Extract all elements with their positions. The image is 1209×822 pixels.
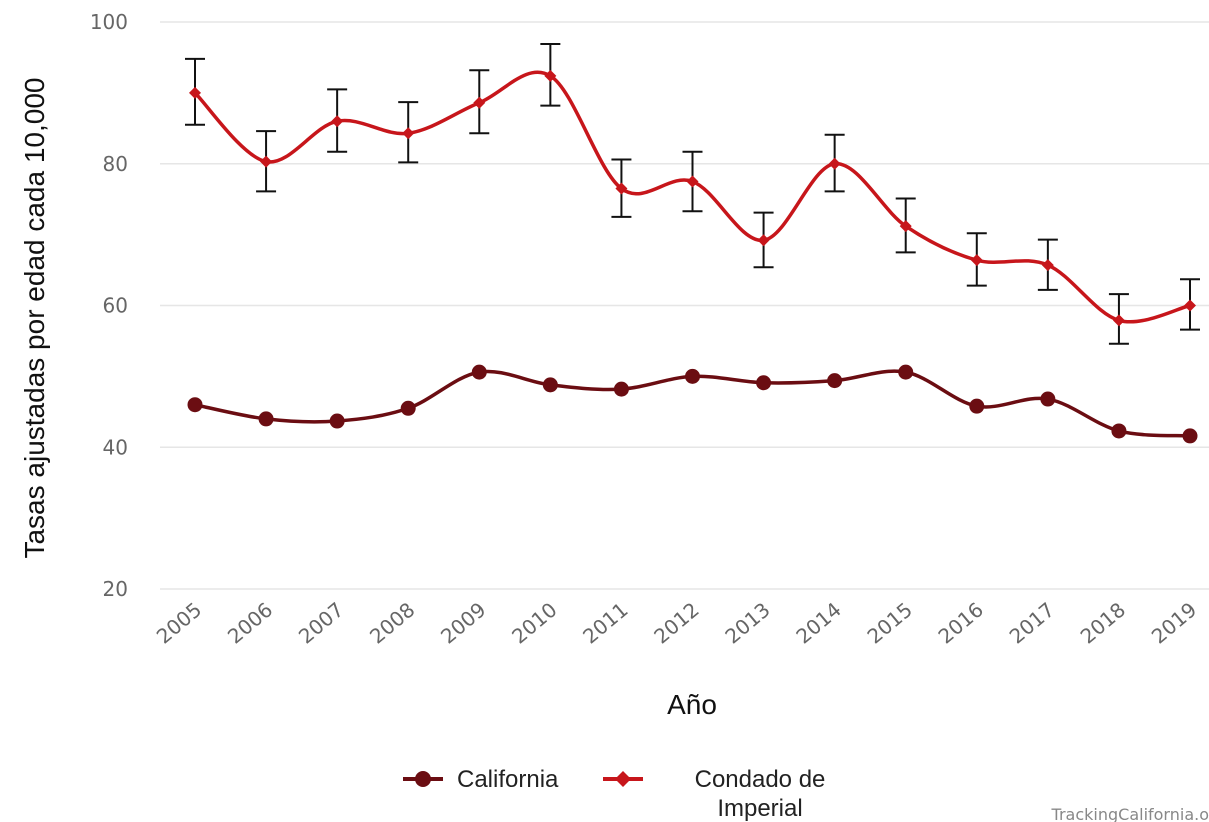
data-point-california: [898, 364, 914, 380]
legend: California Condado de Imperial: [403, 766, 825, 822]
x-tick-label: 2011: [578, 597, 632, 648]
data-point-condado-de-imperial: [1112, 314, 1125, 327]
x-tick-labels: 2005 2006 2007 2008 2009 2010 2011 2012 2013 2014…: [152, 597, 1201, 648]
data-point-california: [1040, 391, 1056, 407]
data-point-condado-de-imperial: [402, 127, 415, 140]
legend-label-california: California: [457, 766, 559, 793]
x-tick-label: 2006: [223, 597, 277, 648]
data-point-condado-de-imperial: [189, 86, 201, 99]
data-point-condado-de-imperial: [473, 96, 486, 109]
y-tick-labels: 20 40 60 80 100: [90, 10, 128, 601]
x-tick-label: 2015: [863, 597, 917, 648]
data-point-california: [400, 400, 416, 416]
x-axis-title: Año: [667, 689, 717, 720]
legend-marker-imperial: [615, 771, 631, 787]
data-point-california: [685, 368, 700, 384]
data-point-condado-de-imperial: [899, 220, 912, 233]
data-point-condado-de-imperial: [1041, 259, 1054, 272]
y-tick-label: 60: [103, 294, 128, 318]
data-point-california: [542, 377, 558, 393]
gridlines: [160, 21, 1209, 590]
data-point-california: [613, 381, 629, 397]
x-tick-label: 2013: [720, 597, 774, 648]
x-tick-label: 2012: [649, 597, 703, 648]
x-tick-label: 2017: [1005, 597, 1059, 648]
x-tick-label: 2007: [294, 597, 348, 648]
error-bars: [185, 42, 1200, 345]
x-tick-label: 2018: [1076, 597, 1130, 648]
x-tick-label: 2005: [152, 597, 206, 648]
data-point-condado-de-imperial: [331, 115, 344, 128]
data-point-condado-de-imperial: [686, 175, 699, 188]
y-tick-label: 40: [103, 435, 128, 459]
data-point-california: [258, 411, 274, 427]
data-point-california: [969, 398, 985, 414]
data-point-condado-de-imperial: [615, 182, 628, 195]
legend-marker-california: [415, 771, 431, 787]
series-markers: [187, 69, 1198, 444]
data-point-california: [187, 397, 203, 413]
data-point-california: [756, 375, 772, 391]
credit-text: TrackingCalifornia.o: [1051, 805, 1209, 822]
data-point-condado-de-imperial: [757, 234, 770, 247]
data-point-california: [471, 364, 487, 380]
x-tick-label: 2009: [436, 597, 490, 648]
legend-label-imperial-line1: Condado de: [695, 766, 826, 793]
data-point-california: [1182, 428, 1198, 444]
data-point-condado-de-imperial: [828, 157, 841, 170]
y-tick-label: 100: [90, 10, 128, 34]
y-axis-title: Tasas ajustadas por edad cada 10,000: [19, 77, 50, 558]
data-point-condado-de-imperial: [970, 254, 983, 267]
data-point-california: [827, 373, 843, 389]
data-point-condado-de-imperial: [1184, 299, 1196, 312]
data-point-california: [329, 413, 345, 429]
data-point-california: [1111, 423, 1127, 439]
legend-label-imperial-line2: Imperial: [717, 795, 802, 822]
x-tick-label: 2008: [365, 597, 419, 648]
x-tick-label: 2010: [507, 597, 561, 648]
x-tick-label: 2019: [1147, 597, 1201, 648]
y-tick-label: 80: [103, 152, 128, 176]
data-point-condado-de-imperial: [544, 69, 557, 82]
y-tick-label: 20: [103, 577, 128, 601]
legend-item-imperial[interactable]: Condado de Imperial: [603, 766, 825, 822]
x-tick-label: 2016: [934, 597, 988, 648]
data-point-condado-de-imperial: [260, 155, 273, 168]
legend-item-california[interactable]: California: [403, 766, 559, 793]
x-tick-label: 2014: [791, 597, 845, 648]
